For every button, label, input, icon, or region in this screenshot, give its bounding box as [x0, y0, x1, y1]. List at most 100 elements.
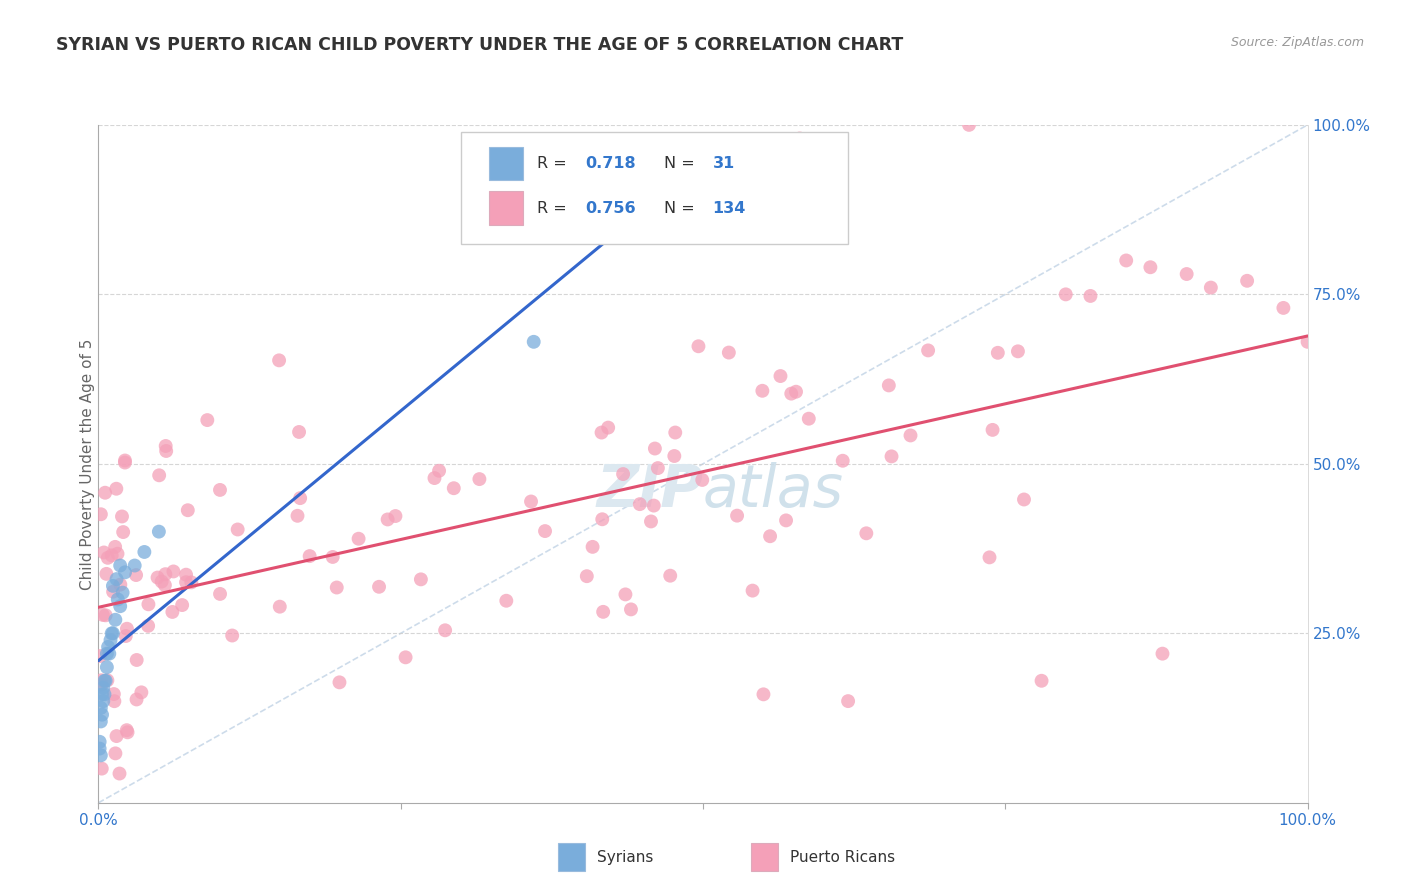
Point [93, 545, 115, 559]
Point [769, 369, 792, 384]
Point [434, 624, 457, 638]
Point [131, 685, 153, 699]
Point [107, 547, 129, 561]
Point [880, 450, 903, 464]
Text: 31: 31 [713, 156, 735, 171]
Point [94, 608, 117, 623]
Point [100, 626, 122, 640]
Point [690, 473, 713, 487]
Point [443, 481, 465, 495]
Point [612, 467, 634, 481]
Point [138, 597, 160, 611]
Point [427, 464, 450, 478]
Bar [751, 844, 778, 871]
Point [97, 550, 120, 565]
Point [108, 599, 131, 614]
Point [581, 540, 603, 554]
Point [664, 449, 686, 463]
Point [837, 694, 859, 708]
Point [1175, 267, 1198, 281]
Point [124, 558, 146, 573]
Text: atlas: atlas [703, 462, 844, 519]
Point [644, 442, 666, 456]
Point [174, 567, 197, 582]
Point [174, 575, 197, 590]
Point [643, 499, 665, 513]
Point [108, 558, 131, 573]
Point [90, 677, 112, 691]
Point [103, 687, 125, 701]
Point [664, 425, 686, 440]
Text: 0.756: 0.756 [586, 201, 637, 216]
Point [288, 425, 311, 439]
Point [101, 579, 124, 593]
Point [1236, 274, 1258, 288]
Point [209, 587, 232, 601]
Point [111, 585, 134, 599]
Text: Syrians: Syrians [596, 849, 652, 864]
Point [155, 567, 177, 582]
Point [91, 687, 114, 701]
Point [957, 118, 980, 132]
Point [125, 692, 148, 706]
Point [377, 512, 399, 526]
Point [1012, 492, 1035, 507]
Point [1152, 647, 1174, 661]
Point [1007, 344, 1029, 359]
Point [1115, 253, 1137, 268]
Point [598, 420, 620, 434]
Point [1031, 673, 1053, 688]
Point [89, 735, 111, 749]
Point [326, 581, 349, 595]
Point [153, 578, 176, 592]
Point [108, 766, 131, 780]
Bar [489, 146, 523, 180]
Point [423, 471, 446, 485]
Point [97, 640, 120, 654]
Point [592, 605, 614, 619]
Point [287, 508, 309, 523]
Point [115, 723, 138, 738]
Point [831, 454, 853, 468]
Point [1054, 287, 1077, 301]
Point [208, 483, 231, 497]
Point [162, 565, 184, 579]
Point [104, 540, 127, 554]
Point [180, 575, 202, 590]
Bar [489, 191, 523, 225]
Point [96, 647, 118, 661]
Point [94, 485, 117, 500]
Text: N =: N = [664, 201, 700, 216]
Point [752, 687, 775, 701]
Point [785, 384, 807, 399]
Point [725, 508, 748, 523]
Point [111, 509, 134, 524]
Point [917, 343, 939, 358]
Point [91, 707, 114, 722]
Point [1272, 301, 1295, 315]
Point [987, 346, 1010, 360]
Point [269, 599, 291, 614]
Text: SYRIAN VS PUERTO RICAN CHILD POVERTY UNDER THE AGE OF 5 CORRELATION CHART: SYRIAN VS PUERTO RICAN CHILD POVERTY UND… [56, 36, 904, 54]
Point [1199, 280, 1222, 294]
Point [298, 549, 321, 563]
Point [105, 482, 128, 496]
Point [101, 626, 124, 640]
Point [759, 529, 782, 543]
Text: ZIP: ZIP [596, 462, 703, 519]
Text: R =: R = [537, 156, 572, 171]
Point [105, 729, 128, 743]
Point [96, 673, 118, 688]
Point [877, 378, 900, 392]
Text: 134: 134 [713, 201, 747, 216]
Point [103, 694, 125, 708]
Point [162, 605, 184, 619]
Point [90, 701, 112, 715]
Text: N =: N = [664, 156, 700, 171]
Point [104, 747, 127, 761]
Point [523, 334, 546, 349]
Point [90, 714, 112, 729]
Point [91, 607, 114, 622]
Point [100, 549, 122, 563]
Point [979, 550, 1001, 565]
